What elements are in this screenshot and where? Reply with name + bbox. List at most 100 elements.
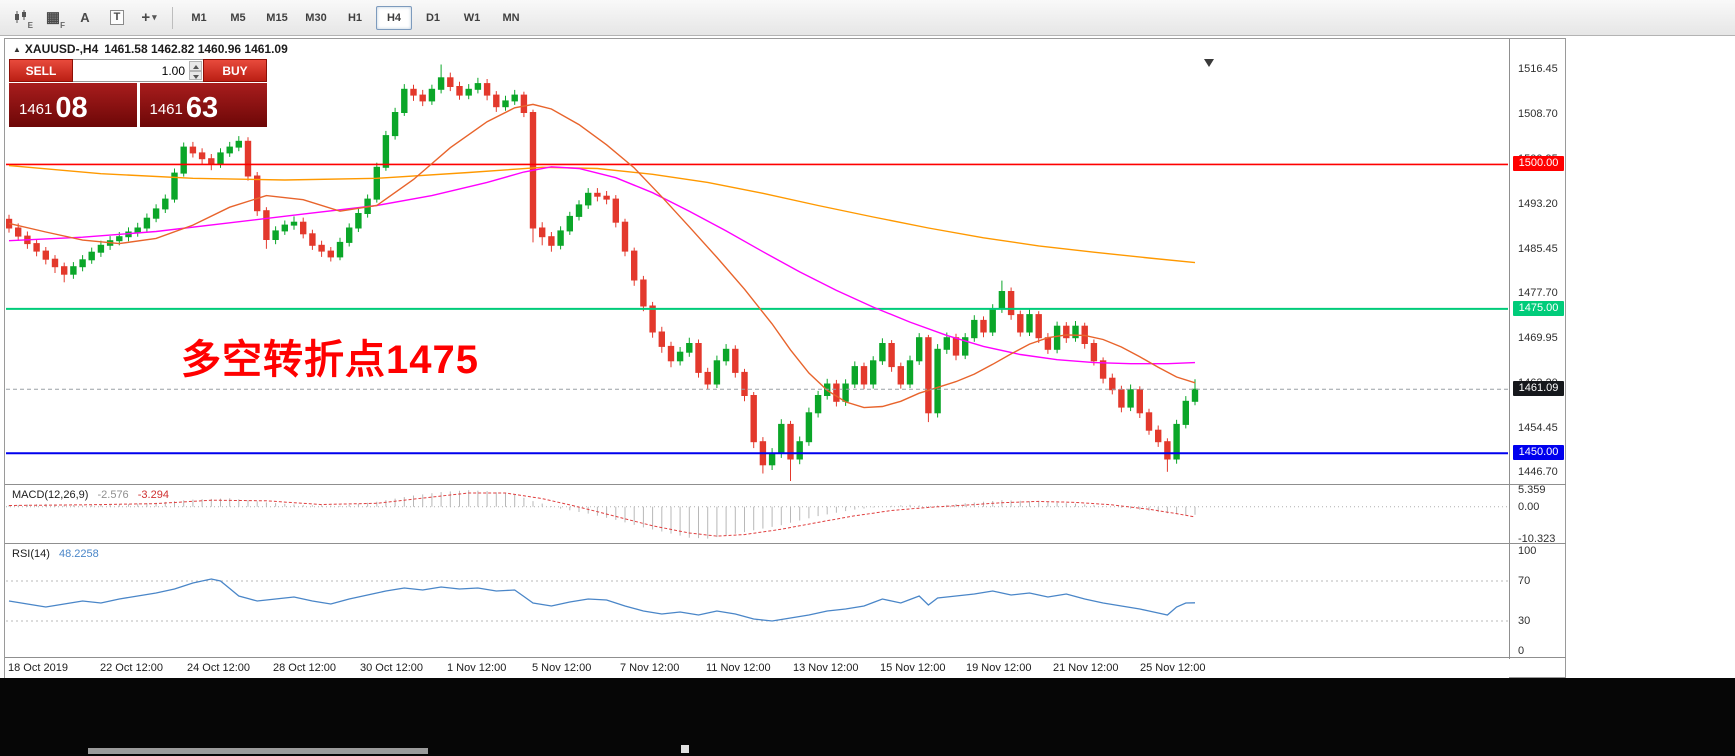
price-axis[interactable]: 1516.451508.701500.951493.201485.451477.… (1511, 39, 1566, 659)
price-axis-label: 1469.95 (1518, 332, 1558, 344)
time-axis-label: 7 Nov 12:00 (620, 662, 680, 674)
volume-decrease-button[interactable] (189, 70, 202, 80)
grid-tool-icon[interactable]: ▦ F (38, 5, 68, 31)
macd-axis-label: -10.323 (1518, 533, 1556, 545)
chart-shift-marker[interactable] (1204, 59, 1214, 67)
crosshair-glyph: + (141, 9, 151, 26)
timeframe-button-m30[interactable]: M30 (305, 11, 327, 24)
chart-symbol-period: XAUUSD-,H4 (24, 42, 99, 56)
time-axis-label: 21 Nov 12:00 (1053, 662, 1119, 674)
timeframe-group: M1 M5 M15 M30 H1 H4 D1 W1 MN (181, 5, 529, 30)
macd-main-value: -2.576 (97, 489, 129, 501)
chart-title: ▲ XAUUSD-,H4 1461.58 1462.82 1460.96 1461.… (13, 42, 288, 56)
toolbar: E ▦ F A T + ▾ M1 M5 M15 M30 H1 H4 D1 W1 MN (0, 0, 1735, 36)
macd-chart[interactable] (6, 486, 1508, 543)
candlestick-glyph (15, 10, 26, 23)
timeframe-button-w1[interactable]: W1 (463, 11, 481, 24)
rsi-indicator-label: RSI(14) 48.2258 (12, 548, 99, 560)
ask-price-pips: 63 (185, 92, 219, 124)
taskbar-strip (88, 748, 428, 754)
price-axis-label: 1516.45 (1518, 63, 1558, 76)
candlestick-tool-icon[interactable]: E (6, 5, 36, 31)
buy-button[interactable]: BUY (203, 59, 267, 82)
ask-price-base: 1461 (149, 101, 183, 118)
text-label-glyph: A (80, 10, 90, 25)
rsi-axis-label: 70 (1518, 575, 1531, 587)
time-axis-label: 25 Nov 12:00 (1140, 662, 1206, 674)
time-axis-label: 1 Nov 12:00 (447, 662, 507, 674)
timeframe-button-mn[interactable]: MN (502, 11, 520, 24)
timeframe-button-h1[interactable]: H1 (347, 11, 363, 24)
timeframe-button-m1[interactable]: M1 (191, 11, 207, 24)
bottom-bar (0, 678, 1735, 756)
time-axis-label: 15 Nov 12:00 (880, 662, 946, 674)
bid-price-display[interactable]: 1461 08 (9, 83, 137, 127)
panel-divider[interactable] (5, 484, 1566, 485)
panel-divider[interactable] (5, 543, 1566, 544)
macd-indicator-label: MACD(12,26,9) -2.576 -3.294 (12, 489, 169, 501)
time-axis-label: 11 Nov 12:00 (706, 662, 771, 674)
price-axis-label: 1454.45 (1518, 421, 1558, 434)
macd-axis-label: 0.00 (1518, 500, 1540, 513)
price-badge-1500.00: 1500.00 (1513, 156, 1564, 172)
taskbar-item (681, 745, 689, 753)
timeframe-button-d1[interactable]: D1 (425, 11, 441, 24)
ask-price-display[interactable]: 1461 63 (139, 83, 267, 127)
time-axis-label: 18 Oct 2019 (8, 662, 68, 674)
candlestick-chart[interactable] (6, 57, 1508, 481)
time-axis[interactable]: 18 Oct 2019 22 Oct 12:00 24 Oct 12:00 28 Oc… (5, 659, 1509, 678)
rsi-axis-label: 30 (1518, 615, 1531, 627)
rsi-chart[interactable] (6, 545, 1508, 657)
chart-window-icon: ▲ (13, 45, 21, 54)
macd-name: MACD(12,26,9) (12, 489, 89, 501)
tool-sub-label: E (27, 20, 33, 30)
time-axis-label: 24 Oct 12:00 (187, 662, 250, 674)
rsi-value: 48.2258 (58, 548, 99, 560)
text-box-tool-icon[interactable]: T (102, 5, 132, 31)
price-badge-1475.00: 1475.00 (1513, 300, 1564, 316)
macd-signal-value: -3.294 (137, 489, 169, 501)
price-axis-label: 1493.20 (1518, 197, 1558, 210)
price-axis-divider (1509, 39, 1510, 659)
cursor-tool-icon[interactable]: + ▾ (134, 5, 164, 31)
timeframe-button-h4[interactable]: H4 (376, 5, 412, 30)
timeframe-button-m5[interactable]: M5 (230, 11, 246, 24)
bid-price-base: 1461 (19, 101, 53, 118)
timeframe-button-m15[interactable]: M15 (266, 11, 288, 24)
chart-annotation: 多空转折点1475 (181, 338, 479, 382)
price-axis-label: 1485.45 (1518, 242, 1558, 255)
tool-sub-label: F (60, 20, 65, 30)
price-axis-label: 1508.70 (1518, 108, 1558, 121)
volume-box (73, 59, 203, 82)
text-box-glyph: T (109, 10, 125, 25)
price-axis-label: 1477.70 (1518, 287, 1558, 300)
rsi-name: RSI(14) (12, 548, 50, 560)
bid-price-pips: 08 (55, 92, 88, 124)
trade-panel-prices: 1461 08 1461 63 (9, 83, 267, 127)
toolbar-separator (172, 6, 173, 29)
grid-glyph: ▦ (45, 9, 61, 26)
time-axis-label: 22 Oct 12:00 (100, 662, 163, 674)
price-axis-label: 1446.70 (1518, 466, 1558, 479)
price-badge-1450.00: 1450.00 (1513, 445, 1564, 461)
price-badge-1461.09: 1461.09 (1513, 381, 1564, 397)
chevron-down-icon: ▾ (152, 12, 157, 22)
trade-panel-controls: SELL BUY (9, 59, 267, 82)
rsi-axis-label: 100 (1518, 545, 1537, 557)
volume-increase-button[interactable] (189, 61, 202, 71)
volume-input[interactable] (73, 60, 203, 81)
time-axis-label: 28 Oct 12:00 (273, 662, 336, 674)
chart-window: ▲ XAUUSD-,H4 1461.58 1462.82 1460.96 1461.… (4, 38, 1566, 678)
panel-divider (5, 657, 1566, 658)
volume-spinner (189, 61, 202, 80)
rsi-axis-label: 0 (1518, 645, 1525, 657)
one-click-trading-panel: SELL BUY 1461 08 1461 63 (9, 59, 267, 127)
macd-axis-label: 5.359 (1518, 484, 1546, 496)
text-label-tool-icon[interactable]: A (70, 5, 100, 31)
time-axis-label: 30 Oct 12:00 (360, 662, 423, 674)
time-axis-label: 5 Nov 12:00 (532, 662, 592, 674)
time-axis-label: 19 Nov 12:00 (966, 662, 1032, 674)
sell-button[interactable]: SELL (9, 59, 73, 82)
time-axis-label: 13 Nov 12:00 (793, 662, 859, 674)
